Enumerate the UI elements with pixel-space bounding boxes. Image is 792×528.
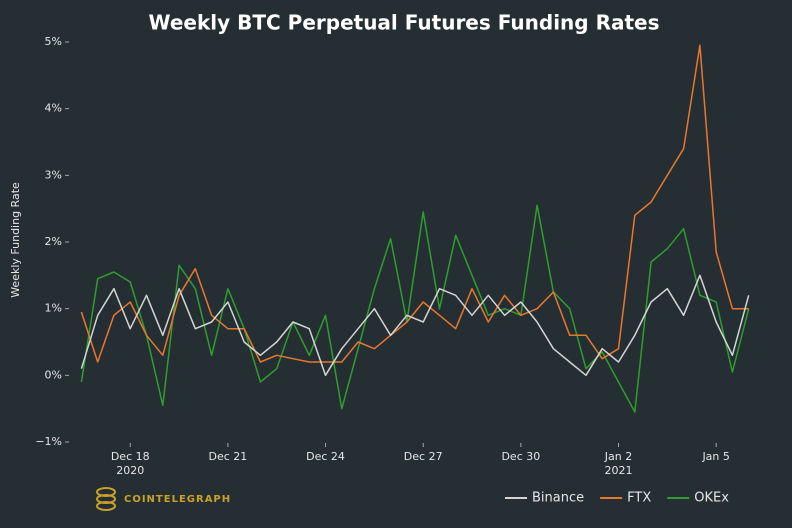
x-tick-label: Dec 30 bbox=[501, 450, 540, 463]
x-tick-label: Dec 21 bbox=[208, 450, 247, 463]
x-tick-label: Dec 24 bbox=[306, 450, 345, 463]
legend-label: Binance bbox=[532, 491, 584, 506]
y-tick-label: 4% bbox=[45, 102, 62, 115]
x-tick-sublabel: 2020 bbox=[116, 464, 144, 477]
y-tick-label: −1% bbox=[35, 435, 62, 448]
y-axis-label: Weekly Funding Rate bbox=[9, 182, 22, 298]
x-tick-label: Dec 27 bbox=[404, 450, 443, 463]
x-tick-label: Jan 2 bbox=[604, 450, 632, 463]
y-tick-label: 2% bbox=[45, 235, 62, 248]
y-tick-label: 0% bbox=[45, 368, 62, 381]
legend-label: FTX bbox=[627, 491, 651, 506]
x-tick-label: Jan 5 bbox=[701, 450, 729, 463]
y-tick-label: 1% bbox=[45, 302, 62, 315]
series-line bbox=[80, 44, 749, 363]
source-logo-text: COINTELEGRAPH bbox=[124, 494, 231, 505]
y-tick-label: 3% bbox=[45, 168, 62, 181]
y-tick-label: 5% bbox=[45, 35, 62, 48]
chart-title: Weekly BTC Perpetual Futures Funding Rat… bbox=[149, 11, 660, 35]
legend-label: OKEx bbox=[694, 491, 729, 506]
x-tick-sublabel: 2021 bbox=[605, 464, 633, 477]
series-line bbox=[80, 274, 750, 377]
x-tick-label: Dec 18 bbox=[111, 450, 150, 463]
logo bbox=[96, 487, 116, 511]
series-line bbox=[80, 204, 750, 413]
